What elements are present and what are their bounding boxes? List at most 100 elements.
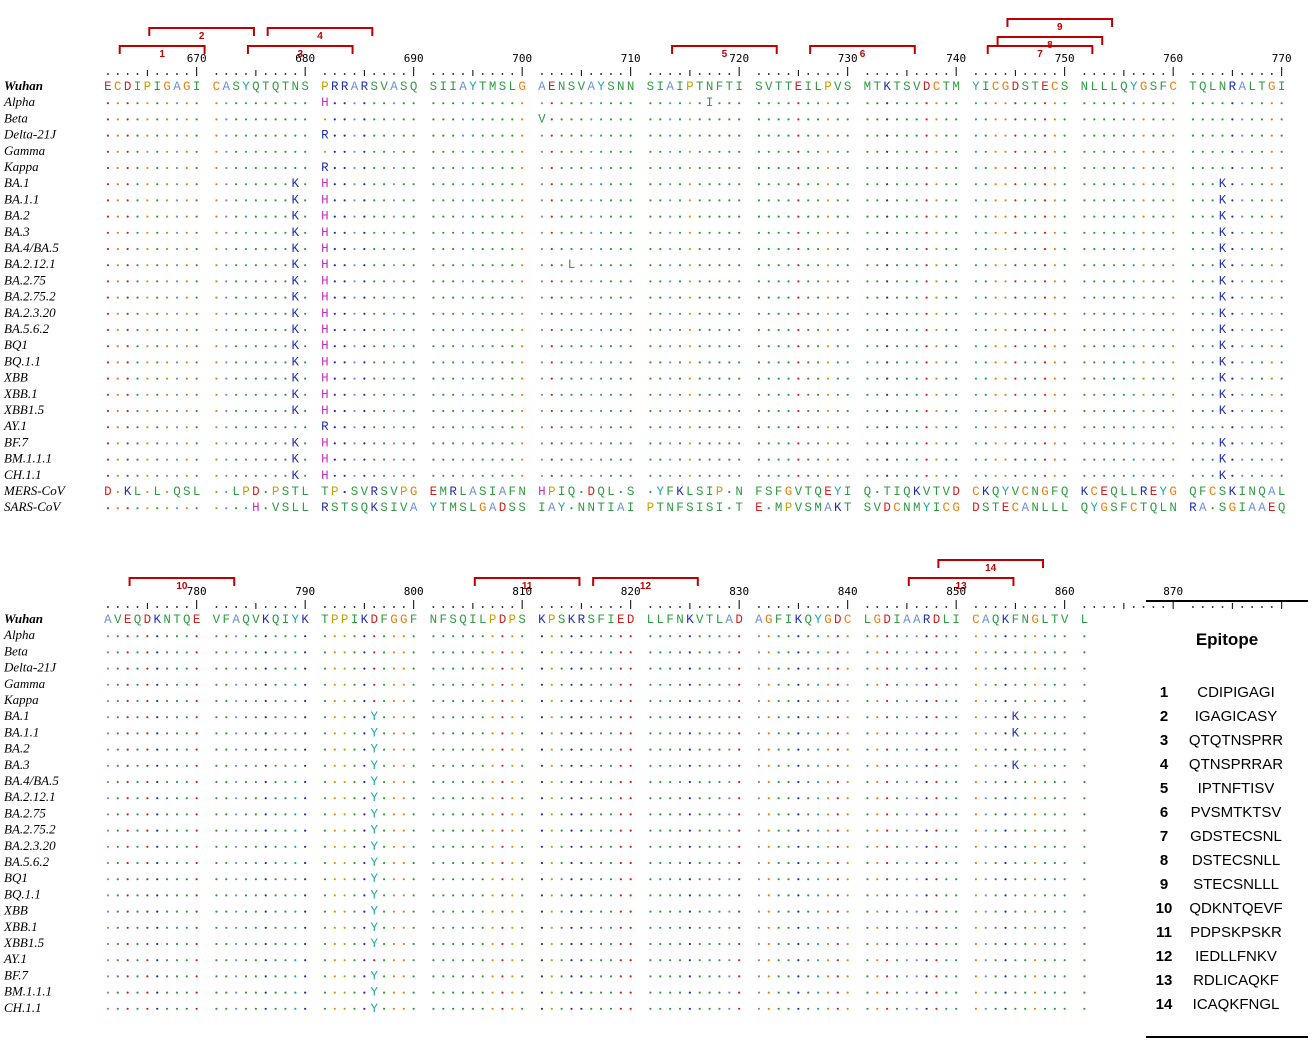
residue: Q (242, 613, 250, 627)
residue: K (292, 388, 300, 402)
sequence-name: BM.1.1.1 (4, 984, 52, 999)
residue: R (370, 485, 378, 499)
residue: K (292, 242, 300, 256)
residue: N (292, 80, 300, 94)
residue: T (1189, 80, 1197, 94)
residue: F (1051, 485, 1059, 499)
residue: L (1061, 501, 1069, 515)
residue: K (292, 469, 300, 483)
epitope-sequence: IGAGICASY (1194, 707, 1278, 725)
residue: K (361, 613, 369, 627)
residue: K (124, 485, 132, 499)
sequence-name: AY.1 (3, 418, 27, 433)
residue: G (824, 613, 832, 627)
residue: K (982, 485, 990, 499)
residue: A (726, 613, 734, 627)
sequence-row: Beta.......... .......... .......... ...… (4, 643, 1086, 658)
residue: T (292, 485, 300, 499)
residue: Q (992, 613, 1000, 627)
residue: A (548, 501, 556, 515)
sequence-row: CH.1.1 .......... .......... .....Y.... .… (4, 1000, 1086, 1016)
epitope-table-row: 14 ICAQKFNGL (1146, 992, 1308, 1016)
residue: F (1160, 80, 1168, 94)
residue: S (1219, 485, 1227, 499)
sequence-name: XBB1.5 (3, 402, 45, 417)
sequence-row: BA.3.......... .......... .....Y.... ...… (4, 757, 1086, 773)
sequence-name: Beta (4, 110, 28, 125)
residue: I (657, 80, 665, 94)
residue: V (380, 80, 388, 94)
epitope-bracket: 2 (148, 27, 255, 42)
epitope-sequence: CDIPIGAGI (1197, 683, 1275, 701)
tick-label: 790 (295, 585, 315, 598)
residue: T (657, 501, 665, 515)
residue: I (1278, 80, 1286, 94)
residue: I (1238, 485, 1246, 499)
residue: P (548, 613, 556, 627)
sequence-row: Kappa.......... .......... .......... ..… (3, 692, 1086, 707)
epitope-table-row: 3 QTQTNSPRR (1146, 728, 1308, 752)
residue: L (607, 485, 615, 499)
epitope-sequence: RDLICAQKF (1193, 971, 1279, 989)
sequence-name: BA.1.1 (4, 724, 39, 739)
sequence-row: BA.4/BA.5.......... ........K. H........… (4, 240, 1283, 256)
residue: K (1219, 210, 1227, 224)
residue: N (1248, 485, 1256, 499)
residue: K (262, 613, 270, 627)
epitope-number: 1 (1159, 683, 1169, 701)
residue: I (627, 501, 635, 515)
residue: L (509, 80, 517, 94)
residue: T (706, 613, 714, 627)
residue: A (755, 613, 763, 627)
tick-label: 820 (621, 585, 641, 598)
sequence-name: BQ1 (4, 337, 28, 352)
residue: A (538, 80, 546, 94)
residue: F (380, 613, 388, 627)
residue: R (361, 80, 369, 94)
residue: S (518, 501, 526, 515)
residue: T (844, 501, 852, 515)
epitope-bracket: 13 (907, 577, 1015, 592)
residue: K (1219, 388, 1227, 402)
residue: C (844, 613, 852, 627)
residue: D (883, 501, 891, 515)
residue: Q (903, 485, 911, 499)
sequence-name: Gamma (4, 676, 46, 691)
sequence-name: XBB (3, 370, 28, 385)
epitope-number: 10 (1155, 899, 1173, 917)
residue: S (380, 501, 388, 515)
epitope-bracket-label: 4 (317, 31, 323, 42)
sequence-row: BA.2.12.1.......... .......... .....Y...… (4, 789, 1086, 805)
sequence-name: Alpha (3, 94, 36, 109)
residue: K (292, 193, 300, 207)
epitope-sequence: QTQTNSPRR (1188, 731, 1284, 749)
residue: Y (370, 726, 378, 740)
residue: K (292, 355, 300, 369)
sequence-name: XBB.1 (3, 919, 38, 934)
residue: E (1002, 501, 1010, 515)
residue: Y (370, 888, 378, 902)
residue: I (607, 501, 615, 515)
residue: H (321, 274, 329, 288)
residue: M (952, 80, 960, 94)
epitope-number: 9 (1159, 875, 1169, 893)
residue: A (1268, 485, 1276, 499)
tick-label: 840 (838, 585, 858, 598)
residue: K (1219, 242, 1227, 256)
residue: N (587, 501, 595, 515)
residue: Y (370, 921, 378, 935)
residue: C (972, 485, 980, 499)
residue: M (440, 485, 448, 499)
epitope-bracket-label: 2 (199, 31, 205, 42)
residue: S (844, 80, 852, 94)
residue: P (144, 80, 152, 94)
residue: D (499, 613, 507, 627)
residue: N (518, 485, 526, 499)
residue: K (1229, 485, 1237, 499)
epitope-sequence: PVSMTKTSV (1190, 803, 1282, 821)
residue: A (913, 613, 921, 627)
sequence-name: Alpha (3, 627, 36, 642)
residue: Q (1150, 501, 1158, 515)
tick-label: 680 (295, 52, 315, 65)
residue: Q (597, 485, 605, 499)
